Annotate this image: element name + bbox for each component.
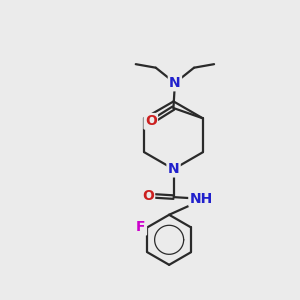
Text: NH: NH [190, 192, 213, 206]
Text: O: O [142, 189, 154, 202]
Text: N: N [169, 76, 181, 90]
Text: O: O [145, 114, 157, 128]
Text: N: N [168, 162, 179, 176]
Text: F: F [136, 220, 146, 234]
